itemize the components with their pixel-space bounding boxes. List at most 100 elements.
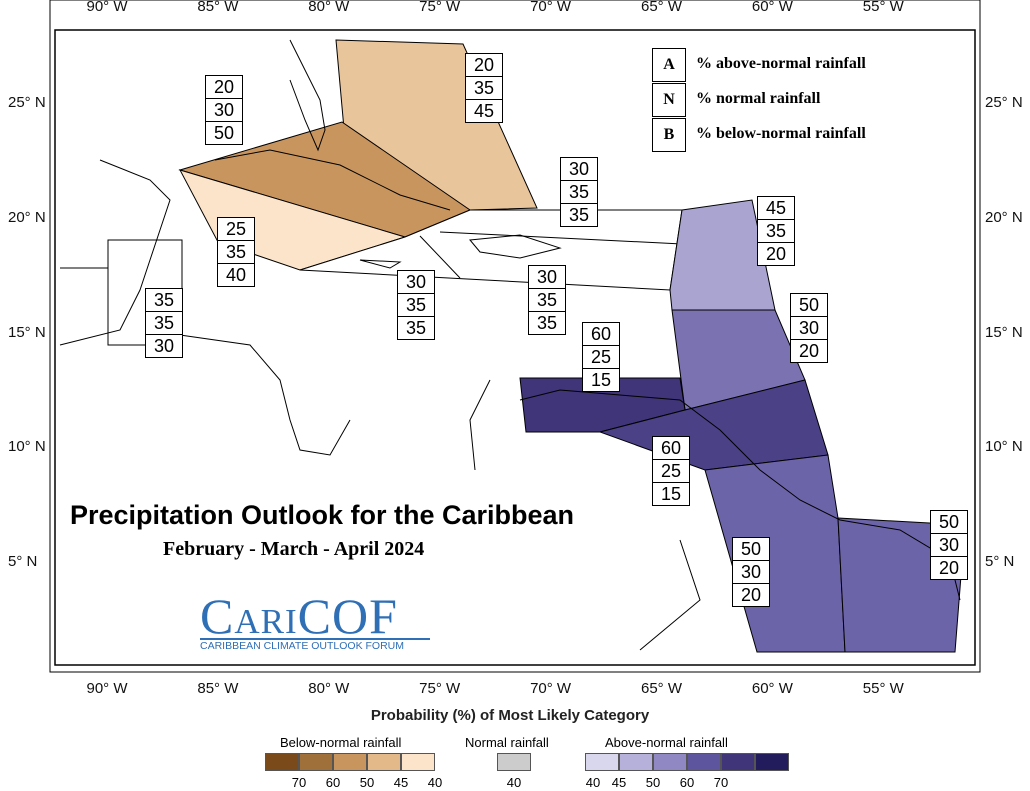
- scale-swatch: [299, 753, 333, 771]
- scale-swatch: [755, 753, 789, 771]
- lat-label: 5° N: [985, 553, 1015, 571]
- scale-group-label: Normal rainfall: [465, 735, 549, 750]
- scale-label: 70: [713, 775, 729, 790]
- lat-label: 20° N: [8, 208, 46, 226]
- probability-value: 45: [466, 99, 502, 122]
- probability-value: 30: [146, 334, 182, 357]
- coastlines: [59, 39, 961, 651]
- probability-value: 35: [153, 290, 175, 310]
- probability-value: 35: [529, 288, 565, 311]
- scale-group-label: Above-normal rainfall: [605, 735, 728, 750]
- probability-value: 45: [765, 198, 787, 218]
- probability-value: 35: [561, 203, 597, 226]
- probability-value: 25: [583, 345, 619, 368]
- scale-label: 40: [585, 775, 601, 790]
- scale-group-label: Below-normal rainfall: [280, 735, 402, 750]
- logo-tagline: CARIBBEAN CLIMATE OUTLOOK FORUM: [200, 638, 430, 652]
- key-text: % above-normal rainfall: [696, 55, 866, 72]
- lon-label: 60° W: [751, 0, 793, 15]
- scale-swatch: [265, 753, 299, 771]
- probability-value: 60: [660, 438, 682, 458]
- probability-value: 35: [218, 240, 254, 263]
- region-border: [419, 235, 461, 279]
- lon-label: 75° W: [419, 680, 461, 697]
- probability-value: 15: [653, 482, 689, 505]
- probability-value: 30: [206, 98, 242, 121]
- scale-label: 50: [645, 775, 661, 790]
- scale-label: 60: [679, 775, 695, 790]
- probability-box: 30 35 35: [397, 270, 435, 340]
- probability-value: 20: [733, 583, 769, 606]
- probability-value: 50: [740, 539, 762, 559]
- key-text: % normal rainfall: [696, 90, 821, 107]
- lon-label: 55° W: [862, 680, 904, 697]
- scale-label: 50: [359, 775, 375, 790]
- scale-swatch: [401, 753, 435, 771]
- lon-label: 90° W: [86, 0, 128, 15]
- key-letter: A: [652, 48, 686, 82]
- probability-value: 35: [561, 180, 597, 203]
- probability-value: 50: [206, 121, 242, 144]
- key-letter: N: [652, 83, 686, 117]
- lon-label: 65° W: [640, 0, 682, 15]
- probability-value: 50: [938, 512, 960, 532]
- lat-label: 20° N: [985, 208, 1023, 226]
- probability-value: 20: [931, 556, 967, 579]
- probability-box: 45 35 20: [757, 196, 795, 266]
- probability-value: 20: [758, 242, 794, 265]
- scale-label: 45: [393, 775, 409, 790]
- lon-label: 80° W: [308, 680, 350, 697]
- probability-value: 35: [466, 76, 502, 99]
- probability-box: 50 30 20: [790, 293, 828, 363]
- probability-value: 50: [798, 295, 820, 315]
- lat-label: 5° N: [8, 553, 38, 571]
- lon-label: 55° W: [862, 0, 904, 15]
- probability-value: 25: [653, 459, 689, 482]
- region-border: [439, 231, 683, 245]
- probability-box: 30 35 35: [528, 265, 566, 335]
- lat-label: 10° N: [8, 438, 46, 456]
- lon-label: 75° W: [419, 0, 461, 15]
- probability-value: 20: [473, 55, 495, 75]
- probability-value: 30: [568, 159, 590, 179]
- probability-box: 60 25 15: [582, 322, 620, 392]
- probability-box: 30 35 35: [560, 157, 598, 227]
- scale-swatch: [497, 753, 531, 771]
- probability-box: 20 35 45: [465, 53, 503, 123]
- lon-label: 80° W: [308, 0, 350, 15]
- axes-frame: [49, 0, 981, 673]
- lon-label: 70° W: [530, 680, 572, 697]
- scale-label: 60: [325, 775, 341, 790]
- scale-swatch: [585, 753, 619, 771]
- logo: CariCOF: [200, 588, 398, 644]
- probability-value: 35: [398, 293, 434, 316]
- probability-value: 25: [225, 219, 247, 239]
- lon-label: 70° W: [530, 0, 572, 15]
- probability-value: 35: [529, 311, 565, 334]
- scale-label: 40: [506, 775, 522, 790]
- lon-label: 85° W: [197, 680, 239, 697]
- probability-value: 40: [218, 263, 254, 286]
- lat-label: 25° N: [985, 94, 1023, 111]
- lat-label: 15° N: [985, 323, 1023, 341]
- key-text: % below-normal rainfall: [696, 125, 866, 142]
- probability-box: 25 35 40: [217, 217, 255, 287]
- probability-box: 50 30 20: [732, 537, 770, 607]
- legend-title: Probability (%) of Most Likely Category: [0, 707, 1030, 724]
- lat-label: 10° N: [985, 438, 1023, 456]
- lon-label: 85° W: [197, 0, 239, 15]
- probability-value: 35: [758, 219, 794, 242]
- scale-swatch: [687, 753, 721, 771]
- probability-value: 20: [213, 77, 235, 97]
- scale-swatch: [367, 753, 401, 771]
- south-america: [469, 379, 961, 651]
- scale-swatch: [653, 753, 687, 771]
- scale-label: 70: [291, 775, 307, 790]
- probability-box: 20 30 50: [205, 75, 243, 145]
- probability-value: 15: [583, 368, 619, 391]
- lon-label: 60° W: [751, 680, 793, 697]
- probability-value: 30: [733, 560, 769, 583]
- key-letter: B: [652, 118, 686, 152]
